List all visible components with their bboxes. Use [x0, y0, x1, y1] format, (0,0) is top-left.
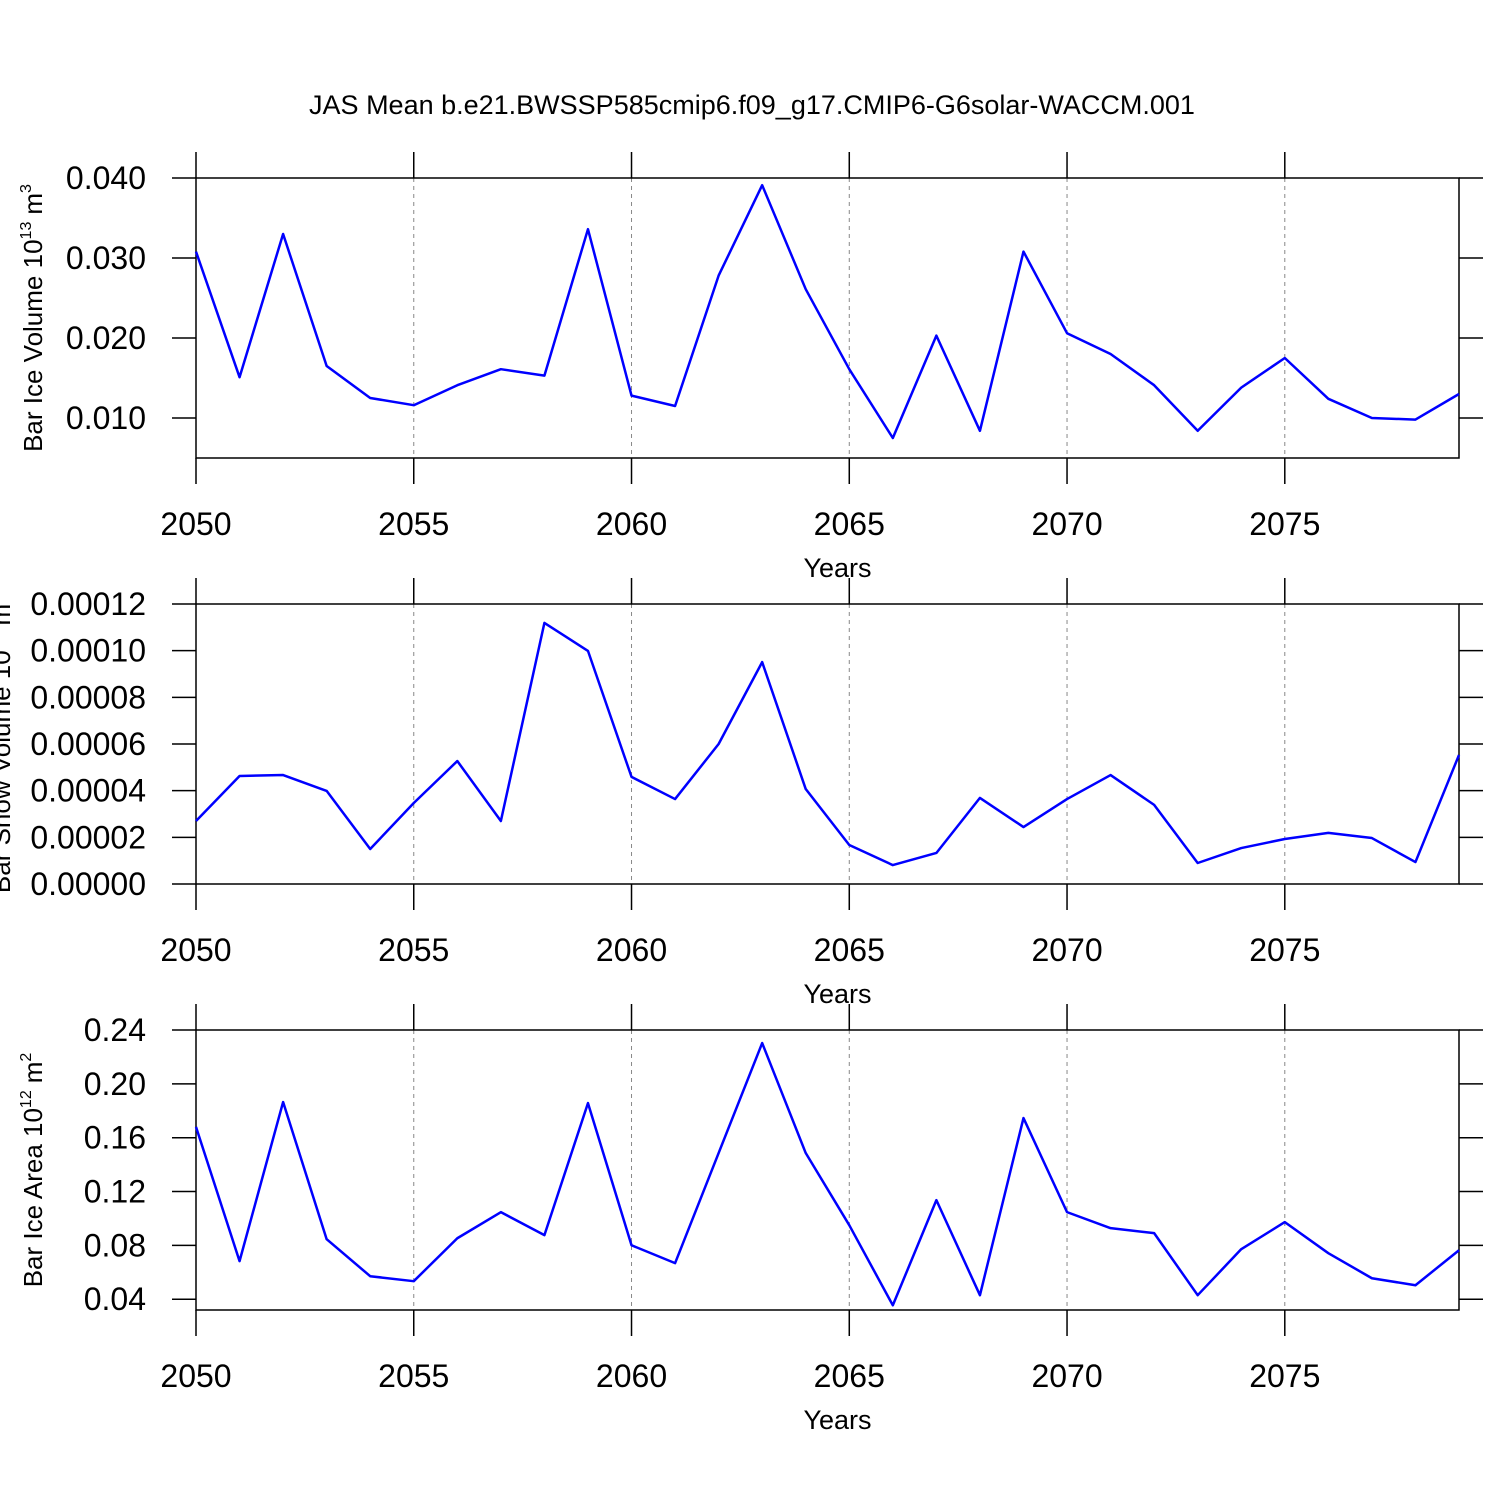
y-axis-label: Bar Snow Volume 1013 m3: [0, 595, 16, 893]
y-tick-label: 0.20: [84, 1066, 146, 1102]
y-tick-label: 0.12: [84, 1174, 146, 1210]
y-tick-label: 0.04: [84, 1281, 146, 1317]
x-tick-label: 2075: [1249, 932, 1320, 968]
x-tick-label: 2065: [814, 1358, 885, 1394]
y-label-unit-exponent: 3: [18, 184, 35, 193]
plot-frame: [195, 177, 1460, 459]
data-line: [194, 183, 1460, 440]
x-tick-label: 2055: [378, 1358, 449, 1394]
x-tick-label: 2070: [1031, 932, 1102, 968]
y-tick-label: 0.24: [84, 1012, 146, 1048]
y-label-unit: m: [18, 193, 48, 215]
y-tick-label: 0.040: [66, 160, 146, 196]
x-tick-label: 2065: [814, 932, 885, 968]
y-label-text: Bar Snow Volume 10: [0, 650, 16, 893]
y-label-exponent: 13: [18, 222, 35, 240]
y-tick-label: 0.00004: [30, 773, 146, 809]
y-tick-label: 0.00006: [30, 726, 146, 762]
y-axis-label: Bar Ice Area 1012 m2: [18, 1053, 48, 1288]
y-label-unit-exponent: 3: [0, 595, 3, 604]
plot-frame: [195, 1029, 1460, 1311]
plot-frame: [195, 603, 1460, 885]
y-label-exponent: 12: [18, 1090, 35, 1108]
x-tick-label: 2060: [596, 932, 667, 968]
y-label-unit: m: [0, 604, 16, 626]
y-tick-label: 0.010: [66, 400, 146, 436]
y-tick-label: 0.16: [84, 1120, 146, 1156]
x-tick-label: 2070: [1031, 506, 1102, 542]
y-axis-label: Bar Ice Volume 1013 m3: [18, 184, 48, 452]
x-tick-label: 2070: [1031, 1358, 1102, 1394]
y-tick-label: 0.00012: [30, 586, 146, 622]
x-tick-label: 2060: [596, 1358, 667, 1394]
y-tick-label: 0.00002: [30, 819, 146, 855]
x-tick-label: 2055: [378, 506, 449, 542]
x-tick-label: 2055: [378, 932, 449, 968]
x-tick-label: 2075: [1249, 506, 1320, 542]
chart-title: JAS Mean b.e21.BWSSP585cmip6.f09_g17.CMI…: [309, 90, 1195, 120]
y-label-unit: m: [18, 1062, 48, 1084]
x-tick-label: 2065: [814, 506, 885, 542]
y-label-unit-exponent: 2: [18, 1053, 35, 1062]
x-axis-label: Years: [803, 979, 871, 1009]
y-label-exponent: 13: [0, 632, 3, 650]
data-line: [195, 621, 1461, 867]
x-axis-label: Years: [803, 1405, 871, 1435]
y-label-text: Bar Ice Area 10: [18, 1108, 48, 1287]
data-line: [194, 1041, 1460, 1307]
y-tick-label: 0.00010: [30, 633, 146, 669]
y-label-text: Bar Ice Volume 10: [18, 239, 48, 451]
y-tick-label: 0.08: [84, 1227, 146, 1263]
y-tick-label: 0.020: [66, 320, 146, 356]
y-tick-label: 0.030: [66, 240, 146, 276]
y-tick-label: 0.00000: [30, 866, 146, 902]
x-tick-label: 2050: [160, 506, 231, 542]
x-tick-label: 2075: [1249, 1358, 1320, 1394]
x-tick-label: 2050: [160, 1358, 231, 1394]
x-tick-label: 2060: [596, 506, 667, 542]
x-tick-label: 2050: [160, 932, 231, 968]
x-axis-label: Years: [803, 553, 871, 583]
y-tick-label: 0.00008: [30, 679, 146, 715]
